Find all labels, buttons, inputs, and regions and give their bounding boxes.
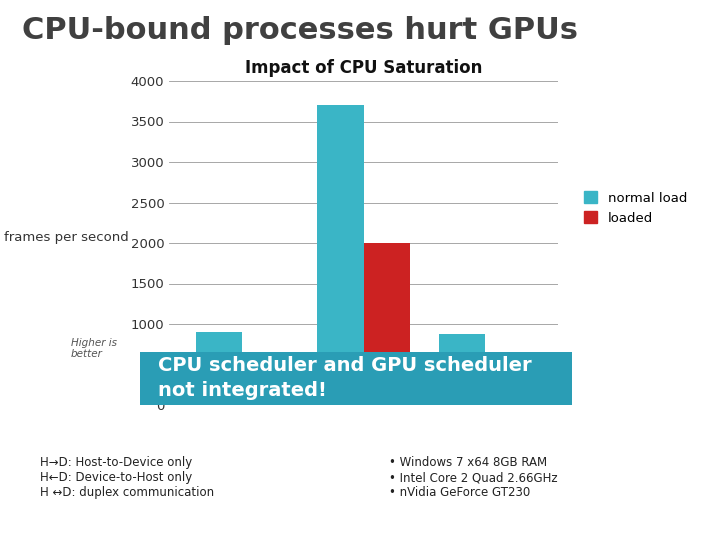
Bar xyxy=(439,334,485,405)
Legend: normal load, loaded: normal load, loaded xyxy=(584,191,687,225)
Bar xyxy=(318,105,364,405)
Bar xyxy=(196,332,242,405)
Text: frames per second: frames per second xyxy=(4,231,128,244)
Text: Higher is
better: Higher is better xyxy=(71,338,117,359)
Title: Impact of CPU Saturation: Impact of CPU Saturation xyxy=(245,59,482,77)
Text: H→D: Host-to-Device only
H←D: Device-to-Host only
H ↔D: duplex communication: H→D: Host-to-Device only H←D: Device-to-… xyxy=(40,456,214,500)
Text: CPU scheduler and GPU scheduler
not integrated!: CPU scheduler and GPU scheduler not inte… xyxy=(158,356,531,400)
Text: • Windows 7 x64 8GB RAM
• Intel Core 2 Quad 2.66GHz
• nVidia GeForce GT230: • Windows 7 x64 8GB RAM • Intel Core 2 Q… xyxy=(389,456,557,500)
Bar xyxy=(364,243,410,405)
Text: CPU-bound processes hurt GPUs: CPU-bound processes hurt GPUs xyxy=(22,16,577,45)
